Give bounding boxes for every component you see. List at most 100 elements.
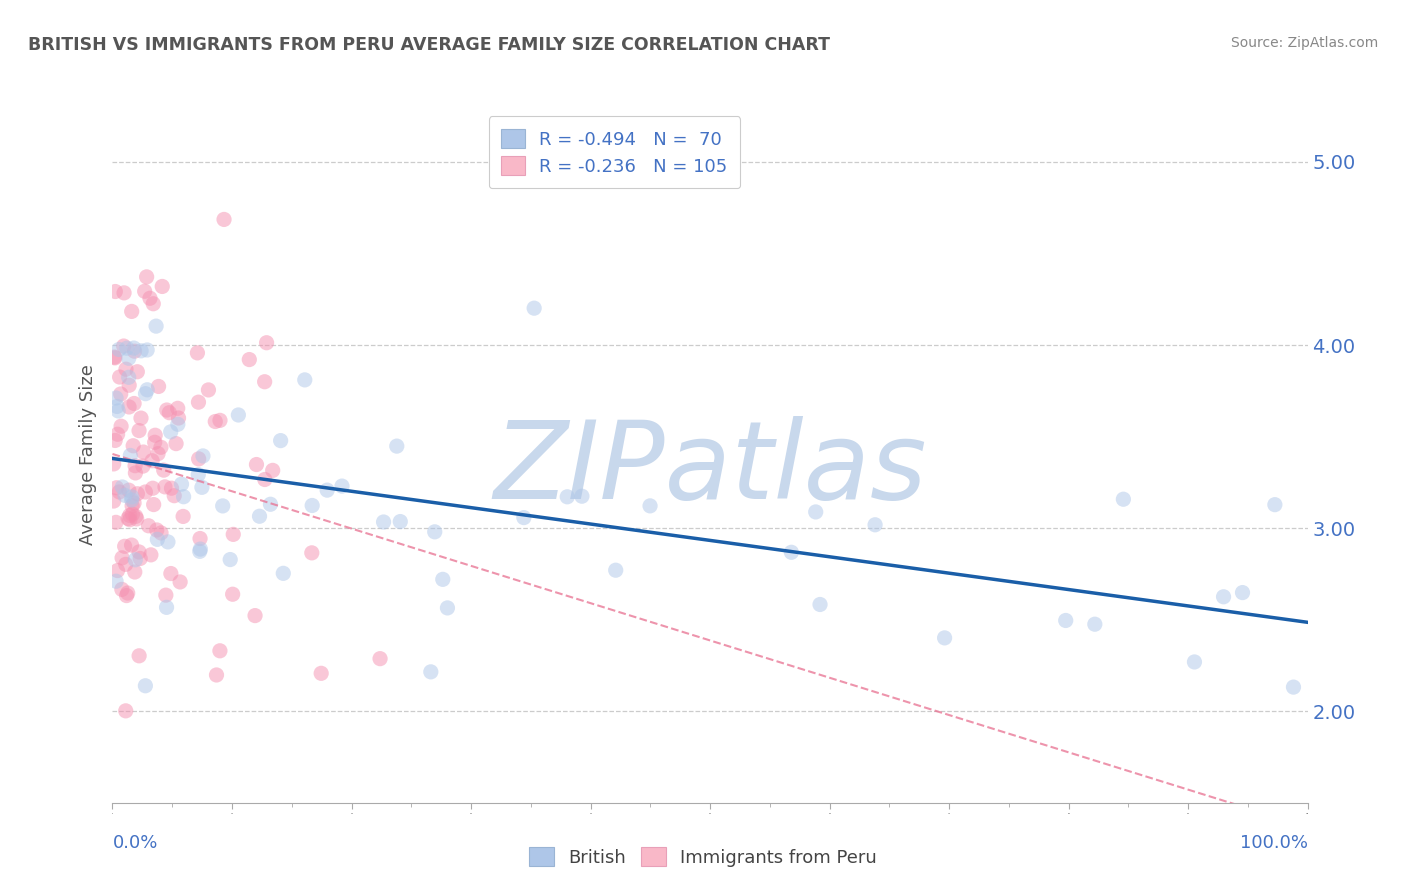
Point [135,269,157,284]
Point [112,285,135,300]
Point [118,351,141,366]
Point [191,480,214,494]
Point [1184,655,1206,669]
Point [114,704,136,718]
Point [107,427,129,442]
Point [111,582,134,597]
Point [212,212,235,227]
Point [301,499,323,513]
Point [330,479,353,493]
Point [118,513,141,527]
Point [121,499,143,513]
Point [368,651,391,665]
Point [808,598,831,612]
Point [204,415,226,429]
Point [114,488,136,502]
Point [105,400,128,414]
Point [256,335,278,350]
Point [191,449,214,463]
Point [188,544,211,558]
Point [571,489,593,503]
Point [309,666,332,681]
Point [1232,585,1254,599]
Legend: British, Immigrants from Peru: British, Immigrants from Peru [522,840,884,874]
Point [1212,590,1234,604]
Text: Source: ZipAtlas.com: Source: ZipAtlas.com [1230,36,1378,50]
Point [112,339,135,353]
Point [173,490,195,504]
Point [172,509,194,524]
Point [132,459,155,474]
Point [166,401,188,416]
Point [142,498,165,512]
Point [605,563,627,577]
Point [118,400,141,414]
Point [115,341,138,355]
Point [155,588,177,602]
Point [120,449,142,463]
Point [804,505,827,519]
Point [104,434,127,448]
Point [105,391,128,405]
Point [160,566,183,581]
Point [141,454,163,468]
Point [523,301,546,315]
Point [221,587,243,601]
Point [108,370,131,384]
Point [780,545,803,559]
Point [134,679,156,693]
Point [211,499,233,513]
Point [253,473,276,487]
Point [150,279,173,293]
Point [155,600,177,615]
Point [188,542,211,557]
Point [228,408,250,422]
Point [107,404,129,418]
Point [129,551,152,566]
Point [197,383,219,397]
Point [127,365,149,379]
Point [163,489,186,503]
Point [127,487,149,501]
Point [1084,617,1107,632]
Point [1264,498,1286,512]
Point [105,574,128,589]
Point [146,447,169,461]
Point [114,539,136,553]
Point [128,545,150,559]
Point [124,466,146,480]
Point [150,525,173,540]
Point [128,648,150,663]
Point [271,566,294,581]
Point [121,492,143,507]
Point [373,515,395,529]
Point [1054,614,1077,628]
Point [124,344,146,359]
Point [432,573,454,587]
Point [111,480,134,494]
Point [143,435,166,450]
Point [122,496,145,510]
Point [165,436,187,450]
Point [153,480,176,494]
Point [136,383,159,397]
Legend: R = -0.494   N =  70, R = -0.236   N = 105: R = -0.494 N = 70, R = -0.236 N = 105 [489,116,740,188]
Point [294,373,316,387]
Point [156,535,179,549]
Point [149,440,172,454]
Point [389,515,412,529]
Point [148,379,170,393]
Point [156,403,179,417]
Point [513,510,536,524]
Point [385,439,408,453]
Point [117,511,139,525]
Point [222,527,245,541]
Point [170,477,193,491]
Point [134,485,156,500]
Point [157,406,180,420]
Point [105,481,128,495]
Text: 100.0%: 100.0% [1240,834,1308,852]
Text: 0.0%: 0.0% [112,834,157,852]
Point [187,451,209,466]
Point [863,517,886,532]
